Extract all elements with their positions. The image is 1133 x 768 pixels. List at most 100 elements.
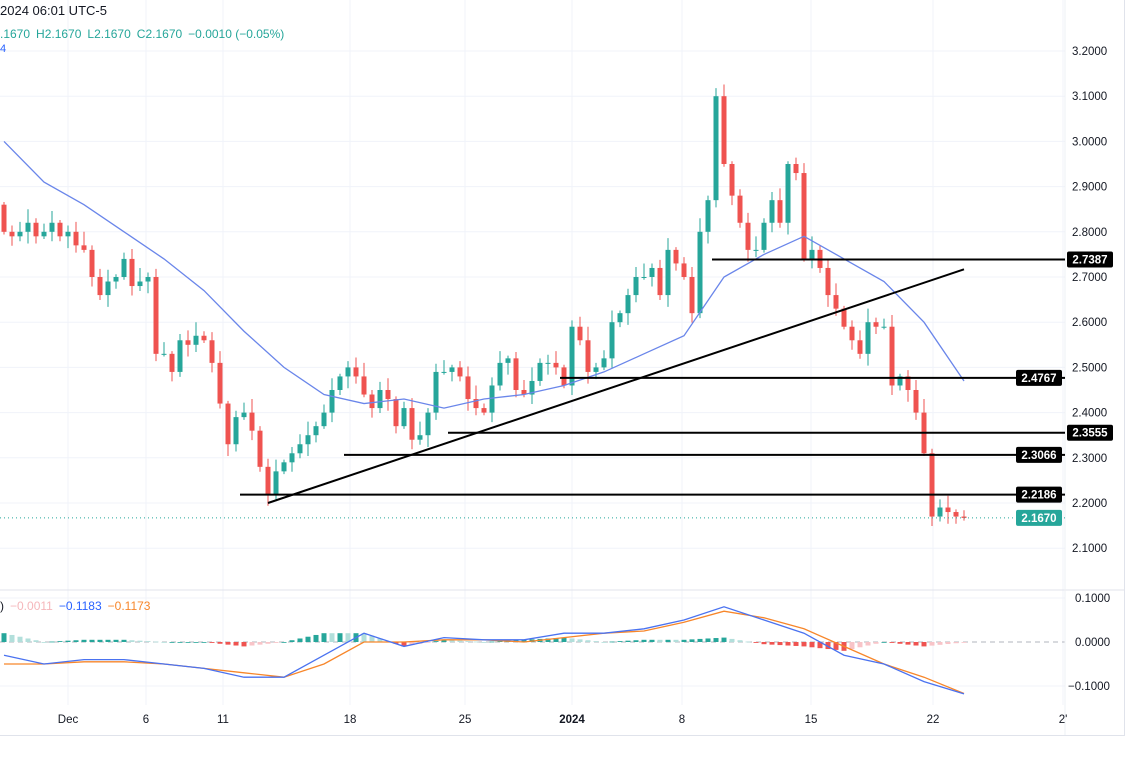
macd-histogram-bar (241, 642, 247, 647)
candle-body (57, 222, 63, 237)
candle-body (201, 335, 207, 341)
macd-histogram-bar (289, 640, 295, 642)
candle (33, 218, 39, 244)
price-tick-label: 3.1000 (1072, 91, 1107, 103)
price-tick-label: 3.0000 (1072, 136, 1107, 148)
candle-body (545, 362, 551, 364)
candle-body (857, 340, 863, 354)
candle (249, 399, 255, 441)
candle (641, 263, 647, 280)
candle (201, 331, 207, 343)
candle (345, 361, 351, 389)
low-value: L2.1670 (87, 27, 131, 41)
candle (361, 362, 367, 398)
candle-body (705, 200, 711, 232)
macd-histogram-bar (761, 642, 767, 645)
candle (577, 316, 583, 346)
candle-body (89, 249, 95, 277)
candle-body (297, 444, 303, 454)
macd-histogram-bar (689, 639, 695, 642)
candle-body (633, 277, 639, 296)
price-tick-label: 2.9000 (1072, 182, 1107, 194)
candle (673, 247, 679, 271)
candle (449, 364, 455, 382)
macd-histogram-bar (569, 638, 575, 642)
candle-body (249, 412, 255, 431)
candle (649, 263, 655, 287)
candle (401, 401, 407, 429)
candle-body (785, 164, 791, 223)
time-tick-label: 11 (217, 714, 229, 726)
macd-histogram-bar (913, 642, 919, 646)
candle (129, 248, 135, 296)
macd-histogram-bar (393, 642, 399, 644)
candle (553, 351, 559, 375)
candle (721, 84, 727, 167)
candle-body (585, 340, 591, 372)
level-price-label: 2.3066 (1021, 450, 1056, 462)
macd-histogram-bar (865, 642, 871, 646)
macd-histogram-bar (201, 642, 207, 643)
macd-histogram-bar (833, 642, 839, 650)
candle (417, 421, 423, 445)
time-tick-label: 6 (143, 714, 149, 726)
candle (681, 257, 687, 280)
level-price-label-box (1016, 369, 1062, 386)
time-tick-label: 2024 (559, 714, 585, 726)
candle (121, 252, 127, 280)
macd-histogram-bar (825, 642, 831, 650)
candle-body (729, 164, 735, 196)
candle (105, 269, 111, 307)
candle-body (329, 390, 335, 413)
candle (545, 354, 551, 375)
macd-histogram-bar (329, 633, 335, 642)
macd-histogram-bar (897, 642, 903, 644)
candle (305, 421, 311, 456)
macd-histogram-bar (777, 642, 783, 646)
candle-body (497, 362, 503, 386)
macd-line-value: −0.1183 (58, 599, 102, 613)
macd-histogram-bar (433, 641, 439, 642)
candle (73, 221, 79, 253)
macd-histogram-bar (905, 642, 911, 645)
macd-histogram-bar (113, 639, 119, 642)
macd-signal-line (4, 610, 965, 695)
macd-legend-prefix: ) (0, 599, 4, 613)
candle-body (537, 362, 543, 381)
macd-histogram-bar (593, 641, 599, 642)
candle-body (649, 267, 655, 277)
time-tick-label: 8 (679, 714, 685, 726)
macd-histogram-bar (665, 639, 671, 642)
ma-legend-value: 4 (0, 43, 7, 55)
candle-body (177, 340, 183, 372)
macd-histogram-bar (705, 638, 711, 642)
candle-body (865, 322, 871, 354)
candle-body (425, 412, 431, 436)
candle-body (881, 326, 887, 328)
time-tick-label: 15 (805, 714, 818, 726)
candle-body (1, 204, 7, 232)
candle-body (569, 326, 575, 386)
candle (897, 373, 903, 391)
candle (377, 381, 383, 414)
macd-histogram-bar (801, 642, 807, 647)
candle-body (441, 371, 447, 373)
candle (865, 308, 871, 366)
candle (665, 238, 671, 307)
candle (225, 400, 231, 456)
candle (593, 362, 599, 380)
candle (609, 310, 615, 368)
candle (849, 320, 855, 350)
candle-body (457, 367, 463, 377)
candle-body (433, 371, 439, 413)
candle-body (513, 358, 519, 390)
level-price-label-box (1067, 424, 1113, 441)
candle-body (929, 453, 935, 517)
macd-histogram-bar (177, 642, 183, 643)
macd-histogram-bar (273, 642, 279, 643)
candle (145, 272, 151, 294)
candle (457, 361, 463, 382)
macd-histogram-bar (121, 639, 127, 642)
candle-body (505, 358, 511, 363)
